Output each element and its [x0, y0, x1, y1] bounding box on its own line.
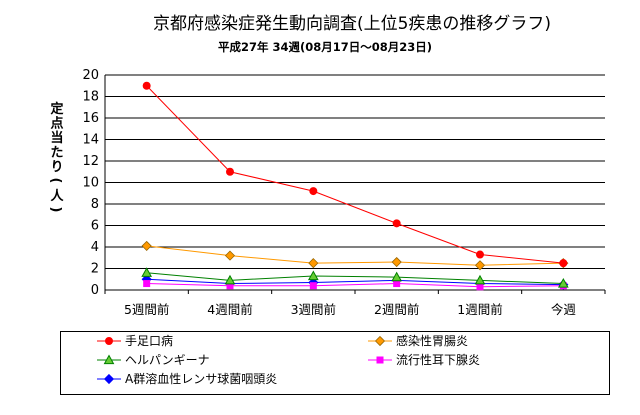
series-line — [141, 240, 569, 271]
legend-label: 流行性耳下腺炎 — [396, 353, 480, 367]
chart-subtitle: 平成27年 34週(08月17日～08月23日) — [218, 40, 432, 54]
x-tick-label: 1週間前 — [457, 302, 502, 317]
y-tick-label: 14 — [82, 133, 99, 148]
y-tick-label: 2 — [91, 262, 99, 277]
series-path — [146, 283, 564, 288]
data-point — [142, 81, 151, 90]
x-axis-ticks: 5週間前 4週間前 3週間前 2週間前 1週間前 今週 — [104, 290, 606, 317]
legend-label: 手足口病 — [125, 333, 173, 348]
x-tick-label: 5週間前 — [124, 302, 169, 317]
gridlines — [104, 74, 605, 291]
x-tick-label: 4週間前 — [207, 302, 252, 317]
data-point — [307, 270, 319, 281]
y-label-char: 定 — [49, 101, 63, 117]
legend-marker — [105, 337, 113, 345]
legend-marker — [103, 354, 115, 365]
y-axis-ticks: 0 2 4 6 8 10 12 14 16 18 20 — [82, 68, 99, 298]
y-tick-label: 10 — [82, 176, 99, 191]
data-point — [557, 278, 569, 288]
data-point — [476, 250, 484, 259]
data-point — [141, 240, 152, 251]
data-point — [391, 256, 402, 268]
legend-label: ヘルパンギーナ — [125, 353, 210, 367]
data-point — [476, 283, 484, 291]
x-tick-label: 今週 — [551, 302, 577, 317]
series-path — [146, 85, 564, 264]
data-point — [392, 219, 401, 228]
data-point — [474, 260, 486, 271]
series-line — [141, 267, 569, 288]
data-point — [559, 259, 568, 268]
data-point — [141, 267, 153, 277]
series-path — [146, 278, 564, 286]
y-tick-label: 16 — [82, 111, 99, 126]
chart-title: 京都府感染症発生動向調査(上位5疾患の推移グラフ) — [153, 14, 551, 34]
x-tick-label: 2週間前 — [374, 302, 419, 317]
y-tick-label: 0 — [91, 283, 99, 298]
y-label-char: た — [50, 146, 63, 161]
data-point — [143, 280, 151, 288]
series-line — [142, 81, 568, 268]
data-point — [226, 167, 234, 176]
y-label-char: り — [50, 160, 63, 175]
y-label-char: 当 — [50, 130, 63, 146]
y-label-char: ( — [48, 178, 63, 184]
series-path — [146, 245, 564, 266]
legend-marker — [376, 356, 384, 364]
data-point — [224, 250, 236, 261]
data-point — [391, 271, 403, 282]
legend-label: 感染性胃腸炎 — [396, 333, 468, 348]
legend-marker — [374, 335, 386, 347]
y-tick-label: 18 — [82, 90, 99, 105]
data-point — [309, 187, 318, 196]
data-point — [309, 282, 317, 290]
series-group — [141, 81, 569, 291]
y-tick-label: 20 — [82, 68, 99, 83]
legend-marker — [103, 373, 115, 385]
data-point — [393, 280, 401, 288]
y-tick-label: 4 — [91, 240, 99, 255]
y-label-char: ) — [48, 207, 63, 213]
data-point — [308, 258, 319, 269]
legend-box — [60, 331, 610, 395]
legend-label: A群溶血性レンサ球菌咽頭炎 — [125, 371, 277, 386]
y-tick-label: 6 — [91, 219, 99, 234]
data-point — [224, 274, 236, 285]
y-tick-label: 12 — [82, 154, 99, 169]
y-label-char: 人 — [50, 188, 64, 204]
x-tick-label: 3週間前 — [291, 302, 336, 317]
y-label-char: 点 — [50, 116, 63, 132]
y-tick-label: 8 — [91, 197, 99, 212]
series-path — [146, 272, 564, 285]
data-point — [474, 274, 486, 285]
